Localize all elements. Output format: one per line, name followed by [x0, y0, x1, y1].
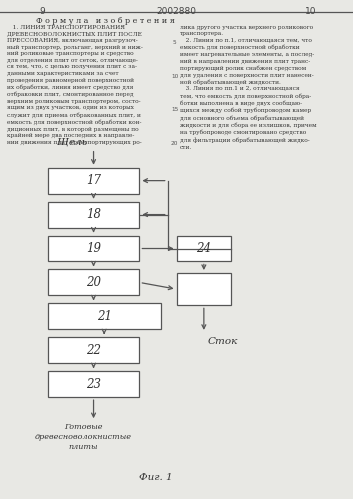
Bar: [176, 273, 231, 305]
Text: 15: 15: [171, 107, 178, 112]
Text: Сток: Сток: [208, 337, 238, 346]
Bar: [48, 337, 139, 363]
Text: 20: 20: [86, 276, 101, 289]
Text: 20: 20: [171, 141, 179, 146]
Text: 2002880: 2002880: [156, 7, 197, 16]
Text: 9: 9: [40, 7, 45, 16]
Text: Щель: Щель: [57, 137, 88, 146]
Text: Фиг. 1: Фиг. 1: [138, 473, 172, 482]
Text: 10: 10: [305, 7, 316, 16]
Text: 24: 24: [196, 242, 211, 255]
Text: 22: 22: [86, 344, 101, 357]
Text: 18: 18: [86, 208, 101, 221]
Bar: [48, 236, 139, 261]
Text: Готовые
древесноволокнистые
плиты: Готовые древесноволокнистые плиты: [35, 423, 131, 452]
Text: лика другого участка верхнего роликового
транспортера.
   2. Линия по п.1, отлич: лика другого участка верхнего роликового…: [180, 25, 317, 150]
Bar: [48, 303, 161, 329]
Text: 19: 19: [86, 242, 101, 255]
Text: 10: 10: [171, 74, 178, 79]
Text: 5: 5: [173, 40, 176, 45]
Bar: [48, 202, 139, 228]
Text: 23: 23: [86, 378, 101, 391]
Bar: [48, 168, 139, 194]
Bar: [176, 236, 231, 261]
Bar: [48, 371, 139, 397]
Bar: [48, 269, 139, 295]
Text: 21: 21: [97, 310, 112, 323]
Text: 1. ЛИНИЯ ТРАНСПОРТИРОВАНИЯ
ДРЕВЕСНОВОЛОКНИСТЫХ ПЛИТ ПОСЛЕ
ПРЕССОВАНИЯ, включающа: 1. ЛИНИЯ ТРАНСПОРТИРОВАНИЯ ДРЕВЕСНОВОЛОК…: [7, 25, 143, 145]
Text: 17: 17: [86, 174, 101, 187]
Text: Ф о р м у л а   и з о б р е т е н и я: Ф о р м у л а и з о б р е т е н и я: [36, 17, 175, 25]
